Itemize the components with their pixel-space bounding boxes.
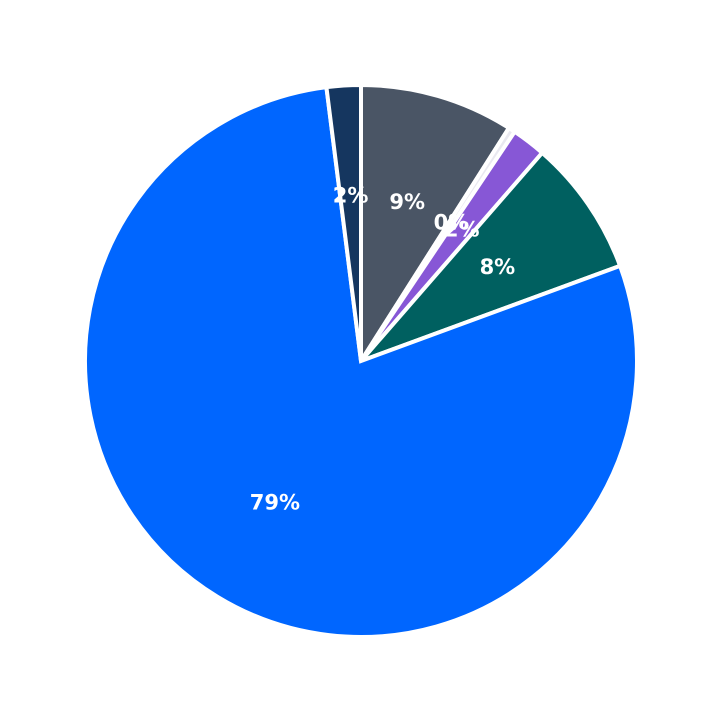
pie-slice-4: [359, 150, 623, 363]
slice-label-6: 2%: [333, 184, 369, 208]
pie-slice-1: [359, 82, 512, 368]
slice-label-2: 0%: [434, 210, 470, 234]
slice-label-4: 8%: [480, 255, 516, 279]
slices-layer: [83, 82, 639, 639]
slice-label-5: 79%: [250, 491, 300, 515]
labels-layer: 9%0%2%8%79%2%: [250, 184, 515, 515]
pie-slice-6: [324, 82, 363, 362]
pie-slice-5: [83, 84, 639, 639]
slice-label-3: 2%: [444, 218, 480, 242]
slice-label-1: 9%: [389, 190, 425, 214]
